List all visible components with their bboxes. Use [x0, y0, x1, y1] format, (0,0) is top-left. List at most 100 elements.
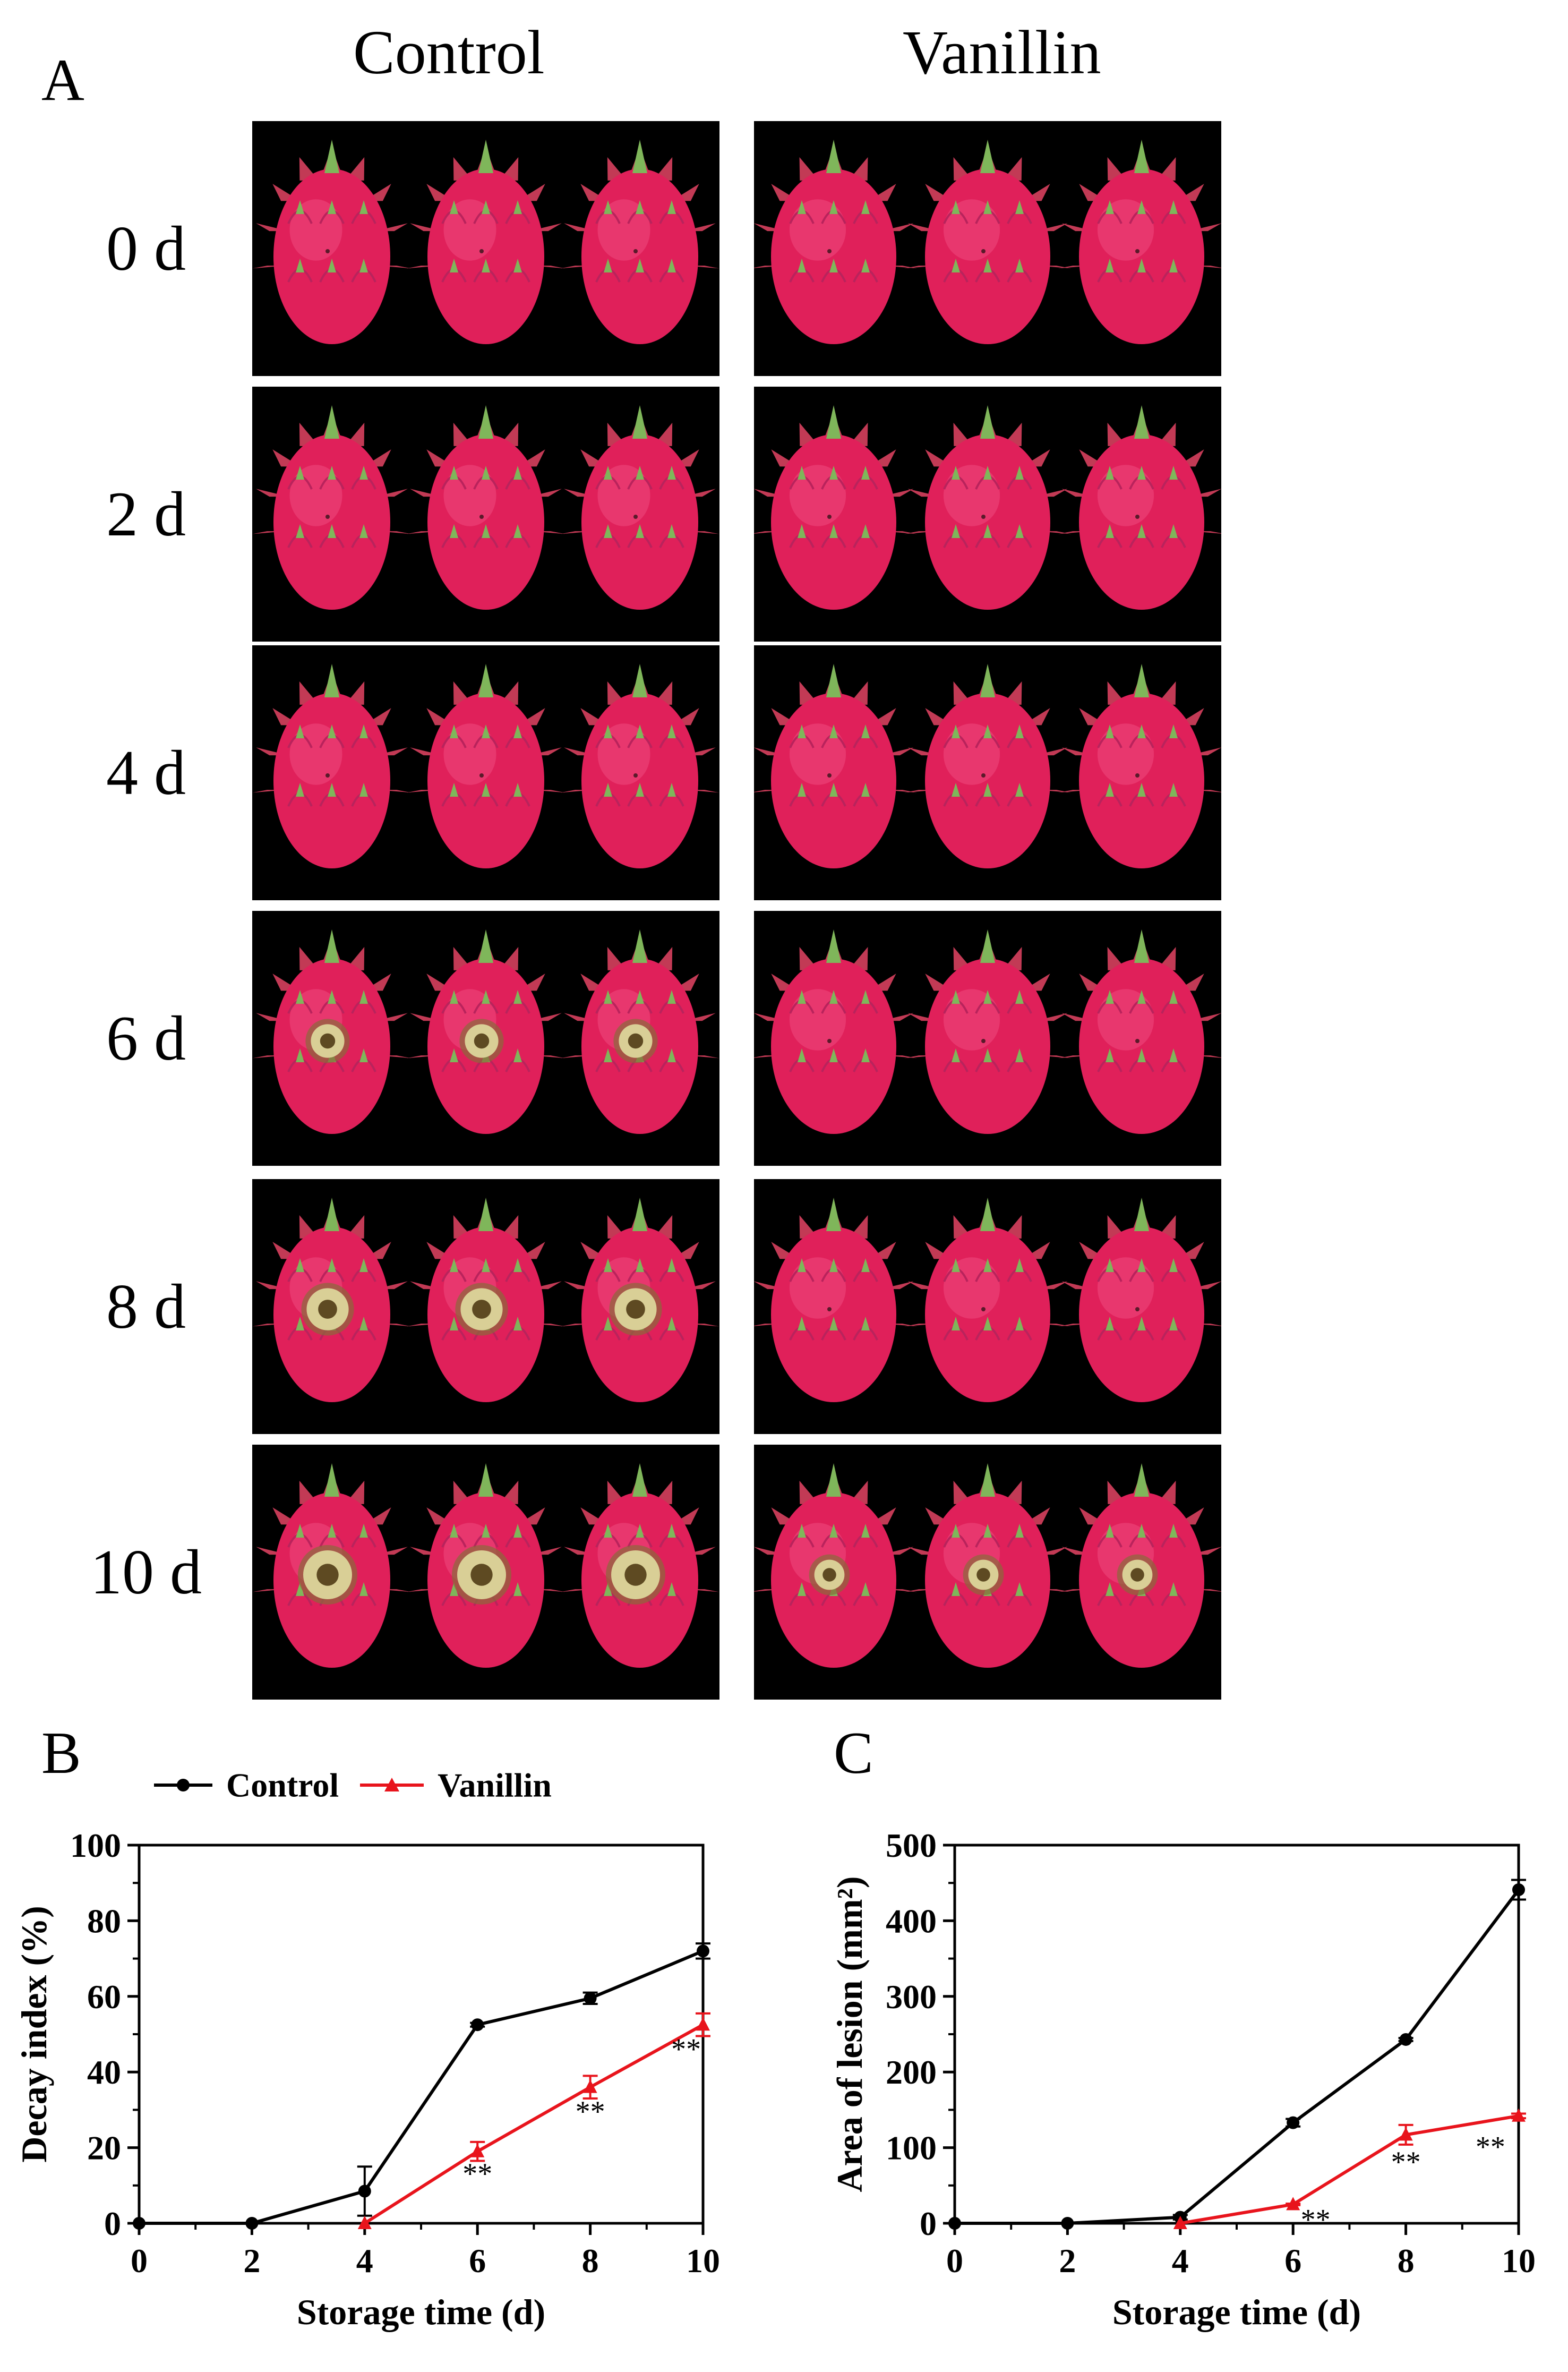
data-point: [583, 2079, 597, 2093]
dragon-fruit: [560, 1198, 719, 1402]
x-tick-label: 10: [686, 2242, 720, 2280]
data-point: [948, 2217, 961, 2230]
data-point: [696, 2017, 710, 2031]
row-label: 8 d: [106, 1271, 186, 1342]
dragon-fruit: [252, 929, 412, 1134]
dragon-fruit: [406, 405, 565, 610]
data-point: [1061, 2217, 1074, 2230]
dragon-fruit: [1058, 405, 1221, 610]
data-point: [1399, 2033, 1412, 2046]
data-point: [245, 2217, 259, 2230]
panel-letter-c: C: [834, 1720, 873, 1786]
dragon-fruit: [904, 140, 1072, 344]
dragon-fruit: [560, 929, 719, 1134]
dragon-fruit: [904, 405, 1072, 610]
series-line-vanillin: [1180, 2114, 1519, 2225]
y-tick-label: 60: [87, 1978, 121, 2016]
series-line-control: [139, 1949, 704, 2225]
legend-vanillin-marker: [360, 1778, 424, 1792]
row-label: 10 d: [90, 1537, 202, 1607]
significance-marker: **: [576, 2095, 605, 2128]
plot-frame: [953, 1844, 1520, 2225]
data-point: [584, 1992, 597, 2005]
fruit-photo-vanillin: [754, 911, 1221, 1166]
data-point: [133, 2217, 145, 2230]
fruit-photo-control: [252, 645, 719, 900]
y-tick-label: 400: [886, 1902, 937, 1940]
data-point: [1173, 2216, 1187, 2229]
x-tick-label: 4: [356, 2242, 373, 2280]
dragon-fruit: [252, 405, 412, 610]
dragon-fruit: [252, 1463, 412, 1668]
x-tick-label: 8: [582, 2242, 599, 2280]
series-line-control: [955, 1889, 1520, 2225]
significance-marker: **: [1391, 2146, 1421, 2179]
dragon-fruit: [406, 1463, 565, 1668]
dragon-fruit: [406, 1198, 565, 1402]
x-tick-label: 4: [1172, 2242, 1189, 2280]
dragon-fruit: [1058, 664, 1221, 868]
y-tick-label: 500: [886, 1827, 937, 1864]
fruit-photo-vanillin: [754, 387, 1221, 642]
y-tick-label: 20: [87, 2129, 121, 2167]
data-point: [697, 1944, 709, 1958]
legend: Control Vanillin: [154, 1762, 552, 1805]
y-tick-label: 0: [104, 2205, 121, 2242]
y-tick-label: 0: [920, 2205, 937, 2242]
dragon-fruit: [754, 929, 918, 1134]
fruit-photo-vanillin: [754, 1445, 1221, 1700]
y-tick-label: 100: [886, 2129, 937, 2167]
x-tick-label: 0: [131, 2242, 148, 2280]
dragon-fruit: [406, 140, 565, 344]
legend-control-marker: [154, 1779, 212, 1792]
y-tick-label: 300: [886, 1978, 937, 2016]
dragon-fruit: [754, 1463, 918, 1668]
x-axis-label: Storage time (d): [1112, 2292, 1361, 2332]
fruit-photo-vanillin: [754, 121, 1221, 376]
x-axis-label: Storage time (d): [297, 2292, 545, 2332]
dragon-fruit: [560, 1463, 719, 1668]
x-tick-label: 0: [946, 2242, 963, 2280]
row-label: 4 d: [106, 737, 186, 808]
dragon-fruit: [1058, 1463, 1221, 1668]
y-tick-label: 80: [87, 1902, 121, 1940]
dragon-fruit: [904, 664, 1072, 868]
dragon-fruit: [754, 664, 918, 868]
dragon-fruit: [252, 140, 412, 344]
dragon-fruit: [904, 1198, 1072, 1402]
data-point: [1286, 2197, 1300, 2211]
significance-marker: **: [671, 2033, 701, 2066]
data-point: [1399, 2127, 1413, 2141]
fruit-photo-control: [252, 1445, 719, 1700]
panel-letter-a: A: [41, 47, 84, 113]
fruit-photo-control: [252, 387, 719, 642]
dragon-fruit: [560, 140, 719, 344]
fruit-photo-vanillin: [754, 645, 1221, 900]
row-label: 6 d: [106, 1003, 186, 1073]
y-axis-label: Decay index (%): [14, 1906, 54, 2162]
data-point: [357, 2216, 372, 2229]
data-point: [1287, 2116, 1300, 2129]
row-label: 0 d: [106, 213, 186, 284]
y-tick-label: 100: [70, 1827, 121, 1864]
x-tick-label: 6: [1284, 2242, 1301, 2280]
x-tick-label: 2: [243, 2242, 260, 2280]
data-point: [1512, 2108, 1526, 2122]
series-line-vanillin: [364, 2023, 704, 2225]
data-point: [471, 2018, 484, 2032]
dragon-fruit: [252, 664, 412, 868]
dragon-fruit: [754, 140, 918, 344]
dragon-fruit: [252, 1198, 412, 1402]
plot-frame: [138, 1844, 705, 2225]
x-tick-label: 8: [1398, 2242, 1415, 2280]
x-tick-label: 6: [469, 2242, 486, 2280]
data-point: [1512, 1883, 1525, 1897]
data-point: [358, 2185, 371, 2198]
dragon-fruit: [1058, 1198, 1221, 1402]
fruit-photo-control: [252, 911, 719, 1166]
dragon-fruit: [1058, 929, 1221, 1134]
dragon-fruit: [406, 664, 565, 868]
dragon-fruit: [904, 929, 1072, 1134]
